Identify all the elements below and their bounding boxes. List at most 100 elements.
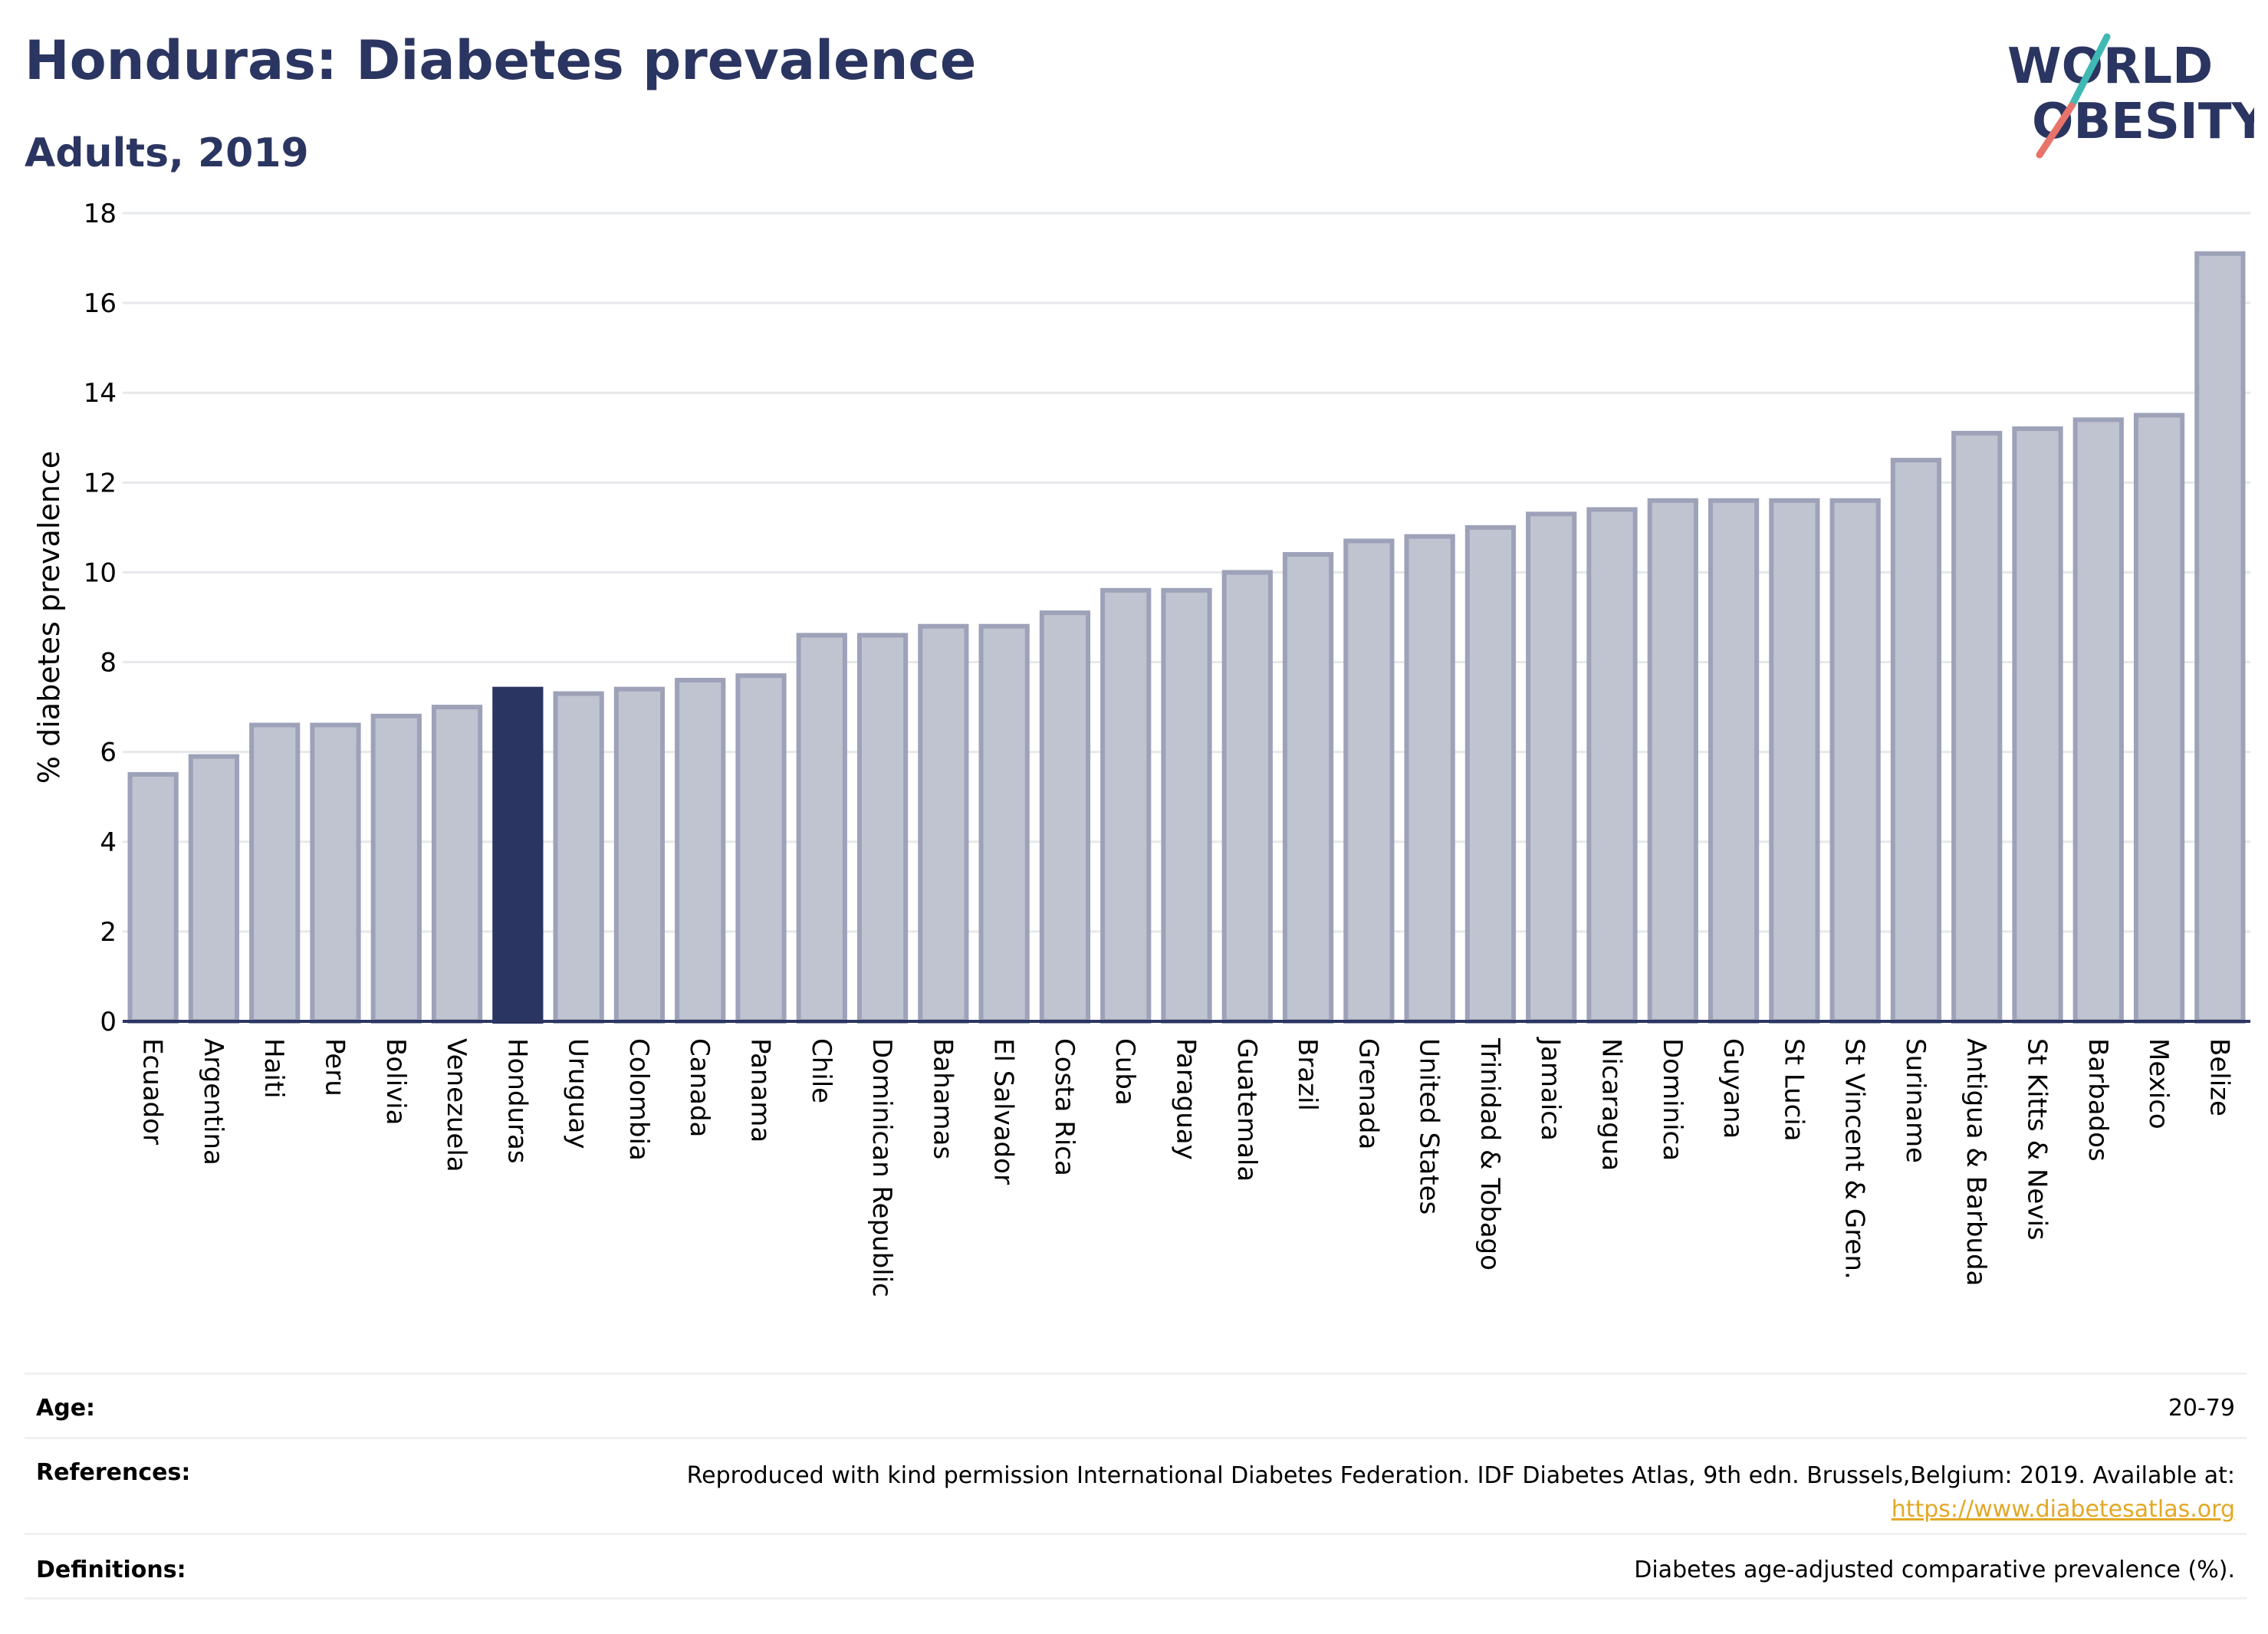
x-tick-label: Guyana (1717, 1038, 1748, 1139)
x-tick-label: St Lucia (1778, 1038, 1809, 1142)
logo-slash-coral (2036, 102, 2076, 159)
x-tick-label: Suriname (1900, 1038, 1931, 1163)
y-tick-label: 14 (84, 378, 117, 409)
bar-chile[interactable] (796, 633, 847, 1024)
x-tick-label: Canada (684, 1038, 715, 1137)
bar-el-salvador[interactable] (978, 623, 1030, 1024)
bar-haiti[interactable] (249, 722, 301, 1024)
logo-text-world: WORLD (2007, 38, 2213, 95)
bar-dominican-republic[interactable] (856, 633, 909, 1024)
x-tick-label: Uruguay (563, 1038, 593, 1149)
meta-definitions-value: Diabetes age-adjusted comparative preval… (1634, 1557, 2235, 1583)
bar-guyana[interactable] (1708, 498, 1760, 1024)
bar-colombia[interactable] (613, 686, 666, 1024)
bar-costa-rica[interactable] (1039, 610, 1091, 1024)
chart-subtitle: Adults, 2019 (25, 130, 309, 176)
y-tick-label: 10 (84, 557, 117, 588)
y-tick-label: 18 (84, 199, 117, 229)
x-tick-label: Guatemala (1231, 1038, 1262, 1182)
x-tick-label: Argentina (198, 1038, 228, 1165)
bar-jamaica[interactable] (1526, 511, 1577, 1024)
x-tick-label: Colombia (623, 1038, 654, 1161)
x-tick-label: Grenada (1353, 1038, 1383, 1149)
bar-grenada[interactable] (1343, 538, 1395, 1024)
bar-venezuela[interactable] (431, 705, 483, 1024)
meta-references-link[interactable]: https://www.diabetesatlas.org (1891, 1496, 2235, 1523)
x-tick-label: Trinidad & Tobago (1474, 1037, 1505, 1271)
chart-title: Honduras: Diabetes prevalence (25, 29, 977, 92)
bar-honduras[interactable] (492, 686, 544, 1024)
meta-references-text: Reproduced with kind permission Internat… (686, 1462, 2235, 1489)
meta-row-age: Age: 20-79 (25, 1373, 2247, 1439)
x-tick-label: Nicaragua (1596, 1038, 1627, 1171)
y-tick-label: 8 (100, 648, 117, 679)
bar-panama[interactable] (735, 673, 787, 1024)
bar-dominica[interactable] (1647, 498, 1698, 1024)
x-tick-label: Jamaica (1535, 1037, 1566, 1141)
bar-trinidad-tobago[interactable] (1464, 524, 1517, 1024)
meta-references-label: References: (36, 1459, 191, 1486)
x-tick-label: El Salvador (988, 1038, 1019, 1185)
x-tick-label: Belize (2204, 1038, 2234, 1116)
bar-suriname[interactable] (1890, 458, 1942, 1024)
meta-age-value: 20-79 (2168, 1395, 2235, 1422)
bar-guatemala[interactable] (1221, 570, 1273, 1024)
x-tick-label: Antigua & Barbuda (1961, 1038, 1991, 1286)
x-tick-label: Honduras (501, 1038, 532, 1164)
bar-bolivia[interactable] (370, 713, 422, 1024)
bar-chart: 0 2 4 6 8 10 12 14 16 18 % diabetes prevalence Ecua… (32, 199, 2250, 1297)
x-tick-label: Venezuela (441, 1038, 472, 1172)
bar-cuba[interactable] (1100, 587, 1152, 1024)
x-tick-label: Chile (806, 1038, 837, 1103)
y-axis-label: % diabetes prevalence (32, 451, 66, 784)
meta-row-definitions: Definitions: Diabetes age-adjusted compa… (25, 1533, 2247, 1599)
bar-bahamas[interactable] (918, 623, 969, 1024)
x-tick-label: Cuba (1109, 1038, 1140, 1106)
y-tick-label: 12 (84, 468, 117, 498)
logo-slash-teal (2068, 33, 2111, 110)
bar-peru[interactable] (310, 722, 361, 1024)
x-tick-label: Paraguay (1171, 1038, 1201, 1160)
bar-argentina[interactable] (188, 754, 240, 1024)
bar-ecuador[interactable] (127, 771, 179, 1024)
x-tick-label: St Kitts & Nevis (2022, 1038, 2053, 1241)
meta-row-references: References: Reproduced with kind permiss… (25, 1437, 2247, 1535)
x-tick-label: Brazil (1292, 1038, 1323, 1111)
meta-age-label: Age: (36, 1395, 96, 1422)
y-tick-label: 6 (100, 738, 117, 768)
x-tick-label: Bahamas (927, 1038, 958, 1159)
meta-definitions-label: Definitions: (36, 1557, 186, 1583)
bar-united-states[interactable] (1404, 534, 1455, 1024)
logo-text-obesity: OBESITY (2032, 94, 2254, 150)
bar-st-lucia[interactable] (1769, 498, 1820, 1024)
meta-references-value: Reproduced with kind permission Internat… (548, 1459, 2235, 1527)
world-obesity-logo: WORLD OBESITY (2007, 33, 2254, 159)
meta-bottom-rule (25, 1597, 2247, 1599)
bar-uruguay[interactable] (553, 691, 604, 1024)
y-tick-label: 4 (100, 827, 117, 858)
bar-st-kitts-nevis[interactable] (2012, 426, 2063, 1024)
bar-antigua-barbuda[interactable] (1951, 430, 2003, 1024)
bar-barbados[interactable] (2072, 417, 2124, 1024)
x-tick-label: Barbados (2082, 1038, 2113, 1162)
bar-nicaragua[interactable] (1586, 507, 1638, 1024)
x-tick-label: Peru (320, 1038, 350, 1096)
x-tick-label: Mexico (2143, 1038, 2174, 1129)
y-tick-label: 0 (100, 1007, 117, 1037)
x-tick-label: United States (1414, 1038, 1445, 1215)
y-tick-label: 2 (100, 917, 117, 948)
x-tick-label: Bolivia (380, 1038, 411, 1125)
y-tick-label: 16 (84, 288, 117, 319)
x-tick-label: Panama (745, 1038, 776, 1142)
bar-mexico[interactable] (2133, 413, 2185, 1024)
x-tick-label: St Vincent & Gren. (1839, 1038, 1870, 1280)
bar-paraguay[interactable] (1161, 587, 1212, 1024)
bar-canada[interactable] (675, 677, 726, 1024)
bar-belize[interactable] (2194, 251, 2246, 1024)
x-tick-label: Dominica (1657, 1038, 1688, 1161)
bar-st-vincent-gren-[interactable] (1829, 498, 1881, 1024)
x-tick-label: Haiti (258, 1038, 289, 1099)
x-tick-label: Costa Rica (1049, 1038, 1080, 1176)
x-tick-label: Dominican Republic (866, 1038, 897, 1297)
bar-brazil[interactable] (1282, 552, 1334, 1024)
